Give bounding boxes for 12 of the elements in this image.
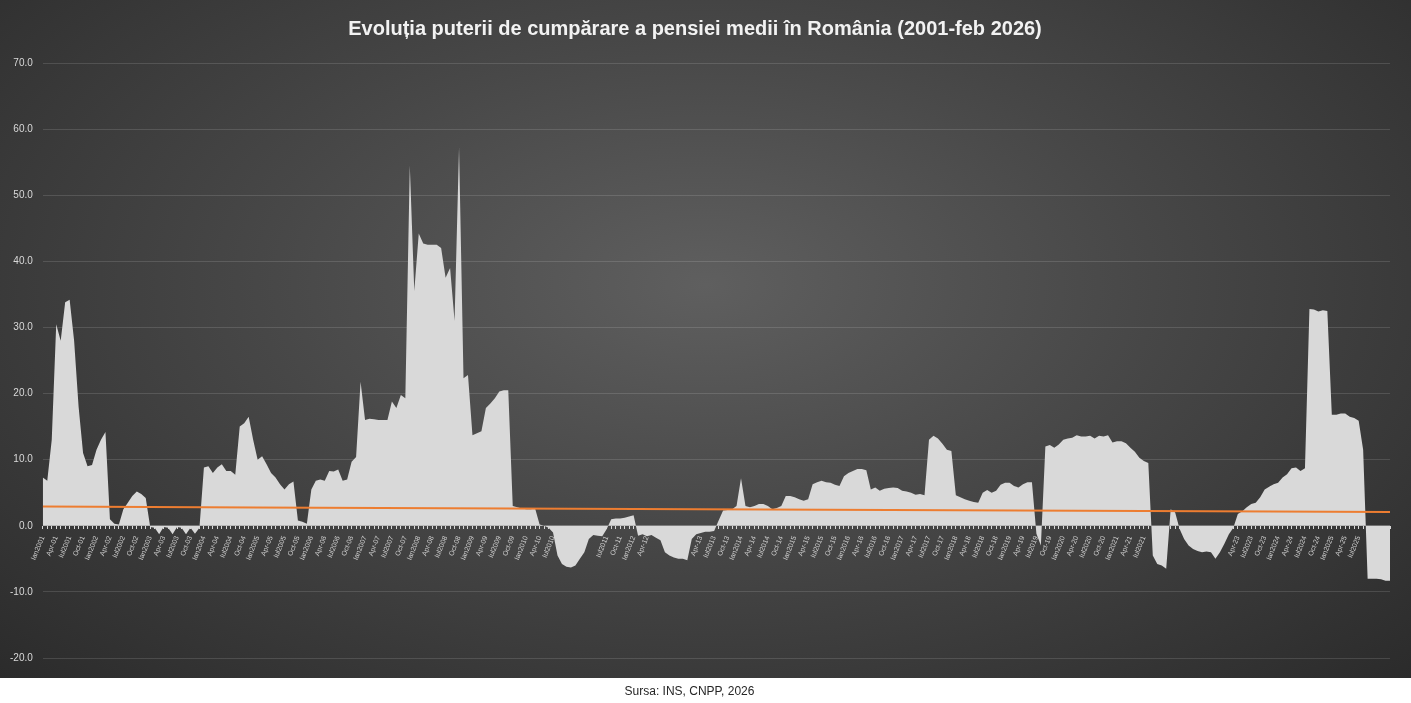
chart-title: Evoluția puterii de cumpărare a pensiei medii în România (2001-feb 2026) [348,16,1042,39]
y-tick-label: 10.0 [13,453,34,465]
y-tick-label: 30.0 [13,321,34,333]
y-tick-label: 70.0 [13,56,34,68]
y-tick-label: 20.0 [13,387,34,399]
y-tick-label: 60.0 [13,122,34,134]
y-tick-label: 0.0 [18,519,34,531]
y-tick-label: 40.0 [13,255,34,267]
text: Sursa: INS, CNPP, 2026 [624,683,755,698]
y-tick-label: -20.0 [10,651,34,663]
y-tick-label: -10.0 [10,585,34,597]
y-tick-label: 50.0 [13,188,34,200]
